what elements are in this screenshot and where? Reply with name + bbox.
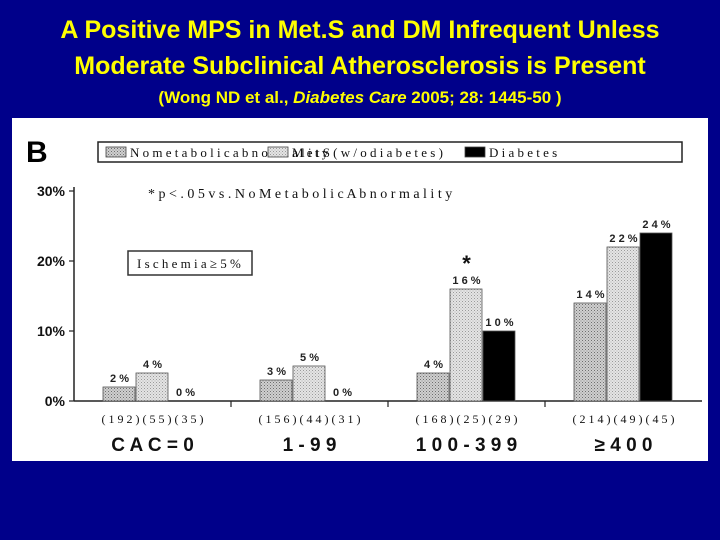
significance-note: * p < . 0 5 v s . N o M e t a b o l i c … — [148, 187, 452, 202]
ischemia-label: I s c h e m i a ≥ 5 % — [137, 256, 241, 271]
legend-swatch — [105, 146, 127, 158]
bar — [259, 379, 293, 402]
data-label: 2 4 % — [642, 219, 670, 231]
y-tick-label: 0% — [45, 393, 66, 409]
category-label: ≥ 4 0 0 — [595, 435, 653, 456]
value-labels: 2 % 4 % 0 % 3 % 5 % 0 % 4 % 1 6 %* 1 0 % 1 4 % 2 2… — [110, 219, 671, 399]
citation-authors: (Wong ND et al., — [158, 88, 294, 107]
legend-swatch — [267, 146, 289, 158]
category-label: 1 - 9 9 — [283, 435, 337, 456]
axes: 0% 10% 20% 30% ( 1 9 2 ) ( 5 5 ) ( 3 5 ) C A … — [37, 183, 702, 456]
data-label: 0 % — [176, 387, 195, 399]
legend: N o m e t a b o l i c a b n o r m a l i … — [97, 141, 683, 163]
bar-chart: B N o m e t a b o l i c a b n o r m a l … — [26, 136, 702, 456]
panel-label: B — [26, 136, 48, 169]
data-label: 3 % — [267, 366, 286, 378]
y-tick-label: 10% — [37, 323, 66, 339]
data-label: 1 4 % — [576, 289, 604, 301]
data-label: 1 0 % — [485, 317, 513, 329]
bar — [135, 372, 169, 402]
chart-panel: B N o m e t a b o l i c a b n o r m a l … — [12, 118, 708, 461]
data-label: 2 2 % — [609, 233, 637, 245]
bar — [449, 288, 483, 402]
data-label: 1 6 % — [452, 275, 480, 287]
bar — [639, 232, 673, 402]
data-label: 0 % — [333, 387, 352, 399]
bar — [102, 386, 136, 402]
bar — [416, 372, 450, 402]
bar — [606, 246, 640, 402]
sample-size-label: ( 2 1 4 ) ( 4 9 ) ( 4 5 ) — [573, 412, 675, 426]
ischemia-box: I s c h e m i a ≥ 5 % — [127, 250, 253, 276]
sample-size-label: ( 1 5 6 ) ( 4 4 ) ( 3 1 ) — [259, 412, 361, 426]
bar — [292, 365, 326, 402]
citation-details: 2005; 28: 1445-50 ) — [406, 88, 562, 107]
category-label: C A C = 0 — [111, 435, 194, 456]
legend-label: D i a b e t e s — [489, 145, 557, 160]
data-label: 4 % — [424, 359, 443, 371]
legend-box — [97, 141, 683, 163]
bars — [102, 232, 673, 402]
significance-star: * — [462, 251, 471, 276]
bar — [482, 330, 516, 402]
slide-title-line2: Moderate Subclinical Atherosclerosis is … — [74, 52, 646, 80]
y-tick-label: 20% — [37, 253, 66, 269]
citation: (Wong ND et al., Diabetes Care 2005; 28:… — [0, 88, 720, 108]
category-label: 1 0 0 - 3 9 9 — [416, 435, 517, 456]
sample-size-label: ( 1 9 2 ) ( 5 5 ) ( 3 5 ) — [102, 412, 204, 426]
data-label: 4 % — [143, 359, 162, 371]
y-tick-label: 30% — [37, 183, 66, 199]
legend-swatch — [464, 146, 486, 158]
data-label: 2 % — [110, 373, 129, 385]
slide-title-line1: A Positive MPS in Met.S and DM Infrequen… — [60, 16, 660, 44]
sample-size-label: ( 1 6 8 ) ( 2 5 ) ( 2 9 ) — [416, 412, 518, 426]
legend-label: M e t S ( w / o d i a b e t e s ) — [292, 145, 443, 160]
citation-journal: Diabetes Care — [293, 88, 407, 107]
bar — [573, 302, 607, 402]
data-label: 5 % — [300, 352, 319, 364]
